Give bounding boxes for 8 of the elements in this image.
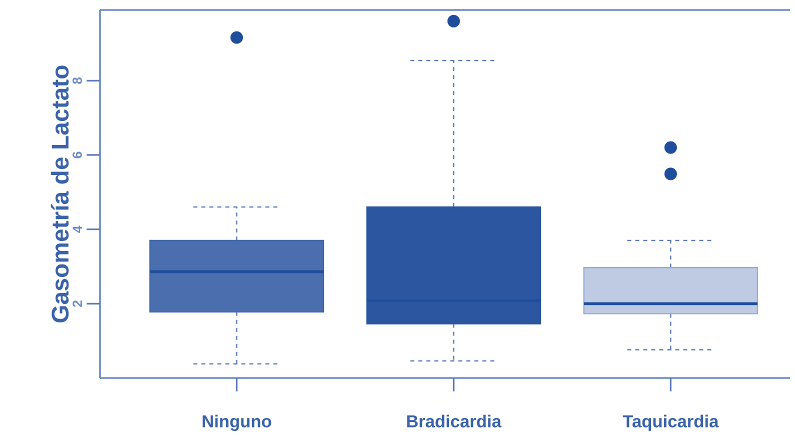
- x-tick-label: Ninguno: [202, 414, 272, 431]
- x-tick-label: Taquicardia: [622, 414, 719, 431]
- y-tick-label: 6: [72, 152, 82, 158]
- y-axis-title: Gasometría de Lactato: [50, 66, 69, 322]
- y-tick-label: 8: [72, 77, 82, 84]
- x-tick-label: Bradicardia: [407, 414, 502, 428]
- y-tick-label: 4: [72, 226, 82, 233]
- y-tick-label: 2: [72, 300, 82, 307]
